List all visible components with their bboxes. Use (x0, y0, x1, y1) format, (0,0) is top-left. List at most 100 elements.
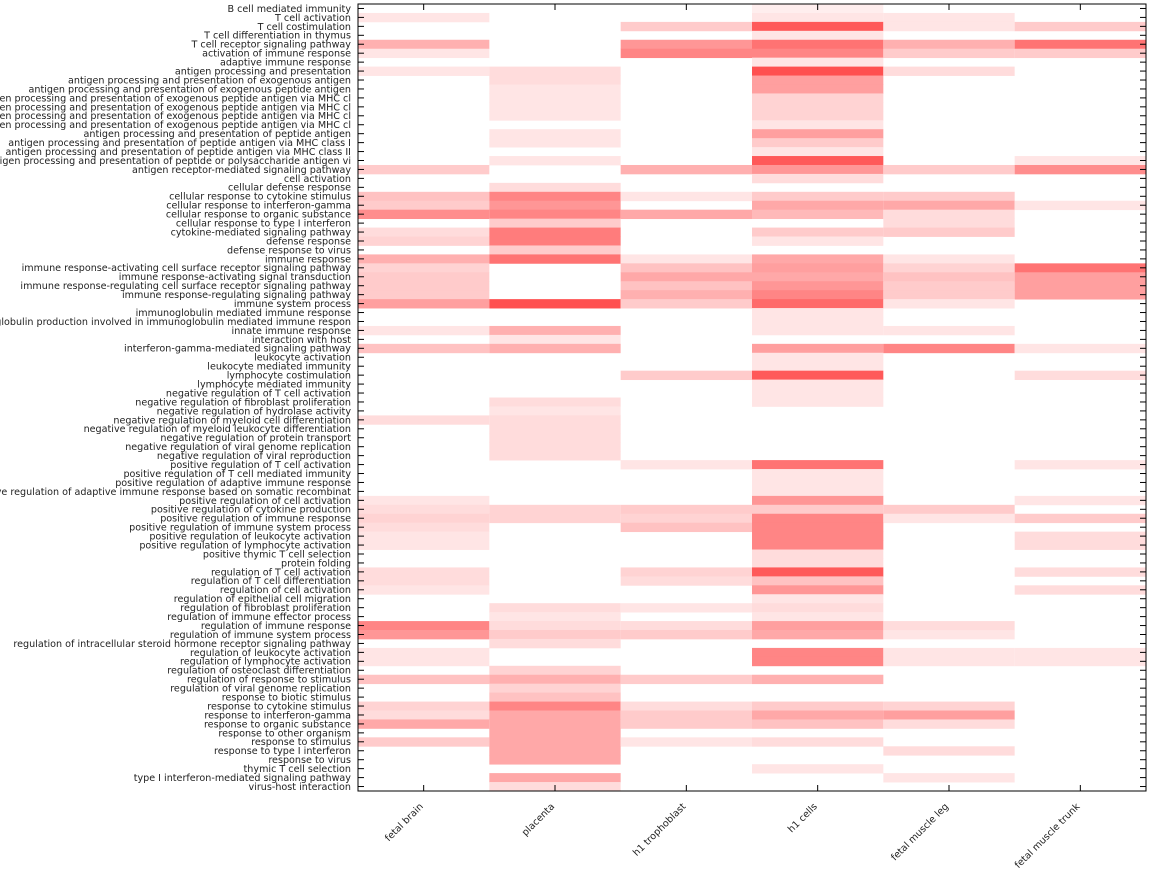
heatmap-cell (489, 621, 621, 631)
heatmap-cell (358, 737, 490, 747)
y-tick-label: protein folding (281, 558, 351, 569)
y-tick-label: regulation of osteoclast differentiation (167, 666, 351, 677)
heatmap-cells (358, 4, 1146, 792)
heatmap-cell (620, 621, 752, 631)
heatmap-cell (358, 576, 490, 586)
heatmap-cell (489, 665, 621, 676)
heatmap-cell (752, 656, 884, 667)
heatmap-cell (1014, 164, 1146, 175)
heatmap-cell (358, 656, 490, 667)
heatmap-cell (489, 66, 621, 76)
y-tick-label: regulation of viral genome replication (170, 684, 351, 695)
y-tick-label: negative regulation of protein transport (160, 433, 351, 444)
heatmap-cell (1014, 48, 1146, 59)
heatmap-cell (752, 75, 884, 85)
y-tick-label: B cell mediated immunity (228, 4, 352, 15)
heatmap-cell (489, 102, 621, 112)
heatmap-cell (489, 612, 621, 622)
heatmap-cell (358, 522, 490, 533)
heatmap-cell (489, 755, 621, 765)
heatmap-cell (489, 93, 621, 103)
heatmap-cell (883, 66, 1015, 76)
y-tick-label: lymphocyte mediated immunity (197, 379, 351, 390)
y-tick-label: antigen processing and presentation of e… (0, 102, 351, 113)
heatmap-cell (489, 254, 621, 264)
heatmap-cell (752, 486, 884, 497)
heatmap-cell (1014, 540, 1146, 550)
heatmap-cell (1014, 495, 1146, 506)
heatmap-cell (752, 66, 884, 76)
y-tick-label: response to biotic stimulus (222, 693, 351, 704)
x-tick-label: h1 cells (786, 801, 820, 835)
heatmap-cell (620, 254, 752, 264)
y-tick-label: immunoglobulin mediated immune response (136, 308, 351, 319)
heatmap-cell (883, 647, 1015, 658)
heatmap-cell (358, 540, 490, 550)
heatmap-cell (752, 299, 884, 309)
heatmap-cell (358, 674, 490, 685)
heatmap-cell (752, 200, 884, 211)
y-tick-label: regulation of leukocyte activation (190, 648, 351, 659)
heatmap-cell (752, 630, 884, 640)
y-tick-label: regulation of response to stimulus (187, 675, 351, 686)
heatmap-cell (620, 719, 752, 729)
heatmap-cell (1014, 281, 1146, 291)
heatmap-cell (752, 576, 884, 586)
heatmap-cell (1014, 343, 1146, 354)
y-tick-label: response to cytokine stimulus (207, 701, 351, 712)
heatmap-cell (883, 191, 1015, 202)
y-tick-label: regulation of T cell activation (211, 567, 351, 578)
y-tick-label: antigen processing and presentation of e… (29, 84, 352, 95)
heatmap-cell (883, 48, 1015, 59)
heatmap-cell (489, 773, 621, 783)
heatmap-cell (1014, 567, 1146, 577)
heatmap-cell (358, 263, 490, 273)
heatmap-cell (752, 21, 884, 32)
y-tick-label: positive regulation of lymphocyte activa… (139, 540, 351, 551)
heatmap-cell (358, 191, 490, 202)
heatmap-cell (752, 397, 884, 407)
x-tick-label: fetal brain (383, 801, 426, 844)
y-tick-label: leukocyte activation (254, 353, 351, 364)
heatmap-cell (752, 93, 884, 103)
heatmap-cell (489, 638, 621, 649)
y-tick-label: adaptive immune response (220, 58, 351, 69)
heatmap-cell (1014, 200, 1146, 211)
heatmap-cell (883, 343, 1015, 354)
heatmap-cell (489, 111, 621, 121)
heatmap-cell (883, 746, 1015, 756)
heatmap-cell (883, 630, 1015, 640)
heatmap-cell (489, 451, 621, 461)
heatmap-cell (752, 138, 884, 148)
heatmap-cell (752, 388, 884, 398)
heatmap-cell (883, 656, 1015, 667)
heatmap-cell (489, 138, 621, 148)
heatmap-cell (883, 227, 1015, 237)
heatmap-cell (489, 630, 621, 640)
y-tick-label: thymic T cell selection (244, 764, 351, 775)
heatmap-cell (358, 701, 490, 711)
heatmap-cell (752, 764, 884, 774)
heatmap-cell (358, 39, 490, 50)
y-tick-label: negative regulation of T cell activation (166, 388, 351, 399)
y-tick-label: positive regulation of immune response (160, 514, 351, 525)
heatmap-cell (489, 236, 621, 246)
heatmap-cell (1014, 531, 1146, 541)
heatmap-cell (489, 746, 621, 756)
heatmap-cell (358, 415, 490, 425)
y-tick-label: defense response (266, 236, 351, 247)
heatmap-cell (489, 719, 621, 729)
y-tick-label: T cell costimulation (257, 22, 351, 33)
heatmap-cell (358, 227, 490, 237)
heatmap-cell (1014, 370, 1146, 381)
heatmap-cell (620, 164, 752, 175)
heatmap-cell (752, 343, 884, 354)
heatmap-cell (752, 263, 884, 273)
y-tick-label: antigen processing and presentation of p… (0, 156, 351, 167)
heatmap-cell (883, 299, 1015, 309)
heatmap-cell (620, 290, 752, 300)
y-tick-label: regulation of immune response (201, 621, 351, 632)
heatmap-cell (752, 272, 884, 282)
